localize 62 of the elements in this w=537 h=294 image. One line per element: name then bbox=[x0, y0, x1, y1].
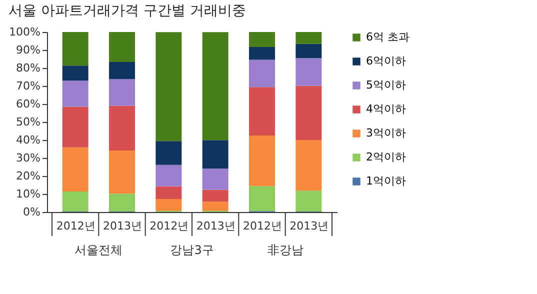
x-tick-label: 2012년 bbox=[243, 220, 282, 232]
bar bbox=[249, 136, 275, 186]
bar bbox=[202, 168, 228, 190]
bar bbox=[109, 62, 135, 79]
bar bbox=[156, 186, 182, 200]
legend-label: 6억이하 bbox=[366, 54, 406, 68]
bar bbox=[249, 186, 275, 212]
x-tick-label: 2013년 bbox=[196, 220, 236, 232]
y-tick-label: 10% bbox=[16, 188, 40, 200]
bar bbox=[296, 140, 322, 191]
bar bbox=[62, 106, 88, 148]
bar bbox=[62, 80, 88, 107]
y-tick-label: 30% bbox=[16, 152, 40, 164]
x-tick-label: 2012년 bbox=[56, 220, 96, 232]
bar bbox=[202, 32, 228, 140]
bar bbox=[249, 60, 275, 88]
bar bbox=[109, 150, 135, 194]
legend-label: 1억이하 bbox=[366, 174, 406, 188]
bar bbox=[62, 191, 88, 212]
bar bbox=[109, 78, 135, 106]
y-tick-label: 70% bbox=[16, 80, 40, 92]
text: 강남3구 bbox=[170, 243, 214, 257]
bar bbox=[156, 141, 182, 165]
x-tick-label: 2013년 bbox=[290, 220, 329, 232]
bar bbox=[62, 32, 88, 66]
y-tick-label: 90% bbox=[16, 44, 40, 56]
x-tick-label: 2013년 bbox=[103, 220, 142, 232]
legend-label: 4억이하 bbox=[366, 102, 406, 116]
y-tick-label: 40% bbox=[16, 134, 40, 146]
y-tick-label: 60% bbox=[16, 98, 40, 110]
bar bbox=[296, 190, 322, 212]
legend-label: 3억이하 bbox=[366, 126, 406, 140]
y-tick-label: 50% bbox=[16, 116, 40, 128]
text: 서울전체 bbox=[74, 243, 123, 257]
bar bbox=[156, 164, 182, 186]
bar bbox=[109, 194, 135, 212]
bar bbox=[249, 32, 275, 47]
bar bbox=[202, 190, 228, 202]
bar bbox=[62, 147, 88, 192]
bar bbox=[202, 140, 228, 168]
bar bbox=[109, 32, 135, 62]
bar bbox=[202, 202, 228, 211]
y-tick-label: 80% bbox=[16, 62, 40, 74]
legend-label: 5억이하 bbox=[366, 78, 406, 92]
bar bbox=[156, 32, 182, 142]
chart-title: 서울 아파트거래가격 구간별 거래비중 bbox=[8, 3, 246, 19]
text: 非강남 bbox=[267, 243, 304, 257]
bar bbox=[296, 86, 322, 140]
bar bbox=[249, 87, 275, 136]
y-tick-label: 0% bbox=[23, 206, 40, 218]
bar bbox=[296, 58, 322, 86]
legend-label: 6억 초과 bbox=[366, 30, 410, 44]
bar bbox=[296, 44, 322, 58]
x-tick-label: 2012년 bbox=[150, 220, 189, 232]
legend-label: 2억이하 bbox=[366, 150, 406, 164]
bar bbox=[296, 32, 322, 44]
y-tick-label: 100% bbox=[9, 26, 40, 38]
bar bbox=[109, 106, 135, 150]
y-tick-label: 20% bbox=[16, 170, 40, 182]
bar bbox=[249, 46, 275, 60]
bar bbox=[156, 199, 182, 211]
bar bbox=[62, 66, 88, 81]
